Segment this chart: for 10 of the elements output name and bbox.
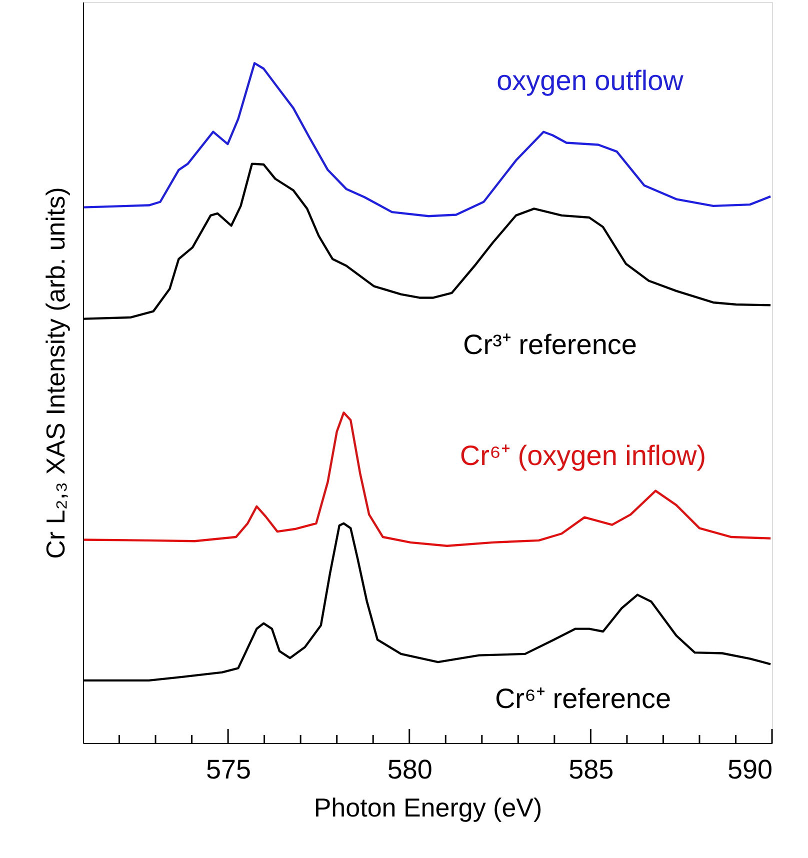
x-tick-label: 575 bbox=[206, 754, 252, 784]
y-axis-title: Cr L₂,₃ XAS Intensity (arb. units) bbox=[40, 187, 70, 559]
series-label: Cr³⁺ reference bbox=[463, 329, 637, 360]
x-tick-label: 585 bbox=[568, 754, 614, 784]
series-label: Cr⁶⁺ reference bbox=[494, 683, 672, 714]
x-tick-label: 590 bbox=[727, 754, 772, 784]
x-tick-label: 580 bbox=[387, 754, 432, 784]
series-label: Cr⁶⁺ (oxygen inflow) bbox=[460, 440, 706, 471]
text: oxygen outflow bbox=[496, 65, 684, 96]
x-axis-title: Photon Energy (eV) bbox=[314, 792, 542, 822]
